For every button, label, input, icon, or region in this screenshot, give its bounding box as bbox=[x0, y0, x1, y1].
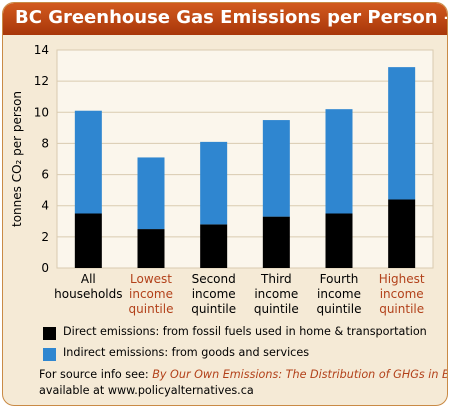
bar-segment-direct bbox=[74, 213, 102, 268]
legend-swatch-indirect bbox=[43, 348, 56, 361]
x-tick-label: income bbox=[129, 287, 173, 301]
x-tick-label: income bbox=[317, 287, 361, 301]
x-tick-label: Highest bbox=[379, 272, 425, 286]
bar-segment-indirect bbox=[74, 110, 102, 214]
plot-area bbox=[56, 49, 434, 269]
legend-label-indirect: Indirect emissions: from goods and servi… bbox=[63, 346, 310, 359]
source-note: For source info see: By Our Own Emission… bbox=[39, 367, 448, 399]
x-tick-label: households bbox=[54, 287, 122, 301]
bar-segment-direct bbox=[262, 216, 290, 268]
bar-segment-indirect bbox=[137, 157, 165, 230]
bar-segment-indirect bbox=[262, 120, 290, 217]
bar-segment-direct bbox=[388, 199, 416, 268]
x-tick-label: quintile bbox=[379, 302, 424, 316]
bar-segment-direct bbox=[325, 213, 353, 268]
y-tick-label: 14 bbox=[34, 43, 49, 57]
chart-title: BC Greenhouse Gas Emissions per Person –… bbox=[15, 7, 447, 28]
y-axis-label: tonnes CO₂ per person bbox=[10, 91, 24, 227]
y-tick-label: 12 bbox=[34, 74, 49, 88]
x-tick-label: Lowest bbox=[130, 272, 172, 286]
legend-item-indirect: Indirect emissions: from goods and servi… bbox=[43, 346, 443, 362]
x-tick-label: income bbox=[192, 287, 236, 301]
source-line-1: For source info see: By Our Own Emission… bbox=[39, 367, 448, 383]
source-line-2: available at www.policyalternatives.ca bbox=[39, 384, 254, 397]
x-tick-label: quintile bbox=[129, 302, 174, 316]
chart-plot: 0 2 4 6 8 10 12 14 tonnes CO₂ per person Allhouse… bbox=[10, 43, 434, 316]
source-citation: By Our Own Emissions: The Distribution o… bbox=[152, 368, 448, 381]
x-tick-label: Fourth bbox=[320, 272, 359, 286]
x-tick-label: income bbox=[380, 287, 424, 301]
x-tick-label: All bbox=[81, 272, 96, 286]
bar-segment-indirect bbox=[200, 141, 228, 225]
x-tick-label: quintile bbox=[191, 302, 236, 316]
y-tick-label: 2 bbox=[41, 230, 49, 244]
x-tick-label: Second bbox=[192, 272, 236, 286]
y-tick-label: 10 bbox=[34, 105, 49, 119]
y-tick-label: 4 bbox=[41, 199, 49, 213]
bar-segment-indirect bbox=[388, 67, 416, 200]
source-prefix: For source info see: bbox=[39, 368, 153, 381]
legend-swatch-direct bbox=[43, 327, 56, 340]
y-tick-label: 0 bbox=[41, 261, 49, 275]
bar-segment-direct bbox=[137, 229, 165, 268]
legend-label-direct: Direct emissions: from fossil fuels used… bbox=[63, 325, 427, 338]
y-tick-label: 8 bbox=[41, 136, 49, 150]
x-tick-label: quintile bbox=[254, 302, 299, 316]
legend-item-direct: Direct emissions: from fossil fuels used… bbox=[43, 325, 443, 341]
title-bar: BC Greenhouse Gas Emissions per Person –… bbox=[3, 3, 447, 35]
bar-segment-indirect bbox=[325, 109, 353, 214]
x-tick-label: Third bbox=[260, 272, 292, 286]
x-tick-label: quintile bbox=[317, 302, 362, 316]
y-tick-label: 6 bbox=[41, 168, 49, 182]
x-tick-label: income bbox=[254, 287, 298, 301]
bar-segment-direct bbox=[200, 224, 228, 268]
